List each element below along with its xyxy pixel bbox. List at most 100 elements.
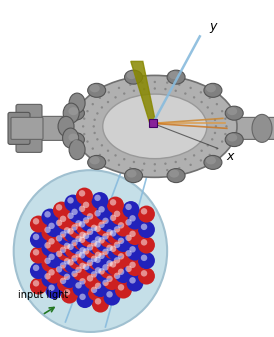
- Circle shape: [111, 208, 128, 225]
- Circle shape: [98, 268, 105, 275]
- Circle shape: [56, 266, 62, 273]
- Circle shape: [99, 215, 116, 232]
- Circle shape: [114, 96, 117, 98]
- FancyBboxPatch shape: [10, 116, 80, 141]
- Circle shape: [79, 221, 85, 227]
- Circle shape: [76, 291, 93, 308]
- Circle shape: [122, 248, 139, 265]
- Circle shape: [57, 244, 74, 261]
- Circle shape: [141, 270, 147, 277]
- Ellipse shape: [169, 71, 179, 79]
- Circle shape: [107, 258, 124, 276]
- Circle shape: [106, 260, 113, 267]
- Circle shape: [30, 262, 47, 279]
- Circle shape: [71, 255, 78, 262]
- Circle shape: [53, 217, 70, 234]
- Ellipse shape: [73, 75, 237, 177]
- Circle shape: [125, 266, 132, 272]
- Circle shape: [129, 231, 136, 237]
- Circle shape: [141, 224, 147, 230]
- Circle shape: [141, 255, 147, 261]
- Circle shape: [83, 202, 89, 208]
- Circle shape: [80, 246, 97, 263]
- Circle shape: [91, 271, 97, 278]
- Circle shape: [138, 237, 155, 253]
- Circle shape: [76, 250, 93, 267]
- Ellipse shape: [69, 140, 85, 160]
- Circle shape: [93, 125, 95, 128]
- Ellipse shape: [58, 116, 74, 136]
- Circle shape: [102, 264, 109, 271]
- Circle shape: [122, 263, 139, 280]
- FancyBboxPatch shape: [11, 117, 43, 140]
- Circle shape: [72, 280, 89, 297]
- Circle shape: [98, 222, 105, 228]
- Circle shape: [141, 239, 147, 246]
- Circle shape: [80, 199, 97, 216]
- Circle shape: [92, 265, 109, 282]
- Ellipse shape: [167, 70, 185, 84]
- Circle shape: [79, 206, 85, 212]
- Circle shape: [95, 298, 101, 305]
- Circle shape: [141, 169, 144, 171]
- Circle shape: [79, 294, 86, 300]
- Ellipse shape: [68, 107, 78, 115]
- Circle shape: [103, 273, 120, 290]
- Circle shape: [76, 203, 93, 220]
- Ellipse shape: [225, 132, 243, 147]
- Circle shape: [143, 162, 145, 165]
- Text: x: x: [226, 150, 233, 163]
- Circle shape: [79, 252, 85, 258]
- Circle shape: [56, 220, 62, 226]
- Circle shape: [68, 268, 85, 285]
- Circle shape: [118, 269, 124, 275]
- Circle shape: [110, 215, 116, 221]
- Circle shape: [83, 133, 85, 135]
- Circle shape: [125, 250, 132, 256]
- Circle shape: [95, 267, 101, 274]
- Circle shape: [33, 249, 39, 255]
- Circle shape: [193, 154, 195, 157]
- Circle shape: [41, 255, 58, 272]
- Circle shape: [200, 101, 203, 103]
- Circle shape: [110, 230, 116, 237]
- Circle shape: [126, 259, 143, 276]
- Circle shape: [92, 254, 109, 271]
- Circle shape: [75, 282, 82, 288]
- Circle shape: [92, 192, 109, 209]
- Circle shape: [44, 242, 51, 249]
- Circle shape: [101, 106, 103, 109]
- Circle shape: [129, 215, 136, 221]
- Circle shape: [60, 216, 66, 222]
- Circle shape: [71, 271, 78, 277]
- Circle shape: [216, 147, 218, 150]
- FancyBboxPatch shape: [16, 104, 42, 152]
- Circle shape: [60, 262, 66, 269]
- Circle shape: [33, 234, 39, 240]
- Circle shape: [138, 252, 155, 269]
- Circle shape: [76, 219, 93, 236]
- Ellipse shape: [62, 128, 79, 148]
- Circle shape: [129, 262, 136, 268]
- Circle shape: [64, 243, 70, 249]
- Circle shape: [111, 223, 128, 241]
- Circle shape: [75, 220, 82, 226]
- Circle shape: [106, 229, 113, 236]
- Circle shape: [57, 228, 74, 246]
- Ellipse shape: [227, 107, 237, 115]
- Circle shape: [103, 242, 120, 259]
- Circle shape: [108, 159, 110, 162]
- Ellipse shape: [206, 84, 216, 92]
- Ellipse shape: [167, 168, 185, 183]
- Circle shape: [48, 238, 55, 245]
- Circle shape: [133, 161, 135, 163]
- Circle shape: [106, 276, 113, 282]
- Circle shape: [83, 233, 89, 239]
- Circle shape: [45, 267, 62, 283]
- Circle shape: [125, 235, 132, 241]
- Circle shape: [91, 286, 97, 293]
- Circle shape: [76, 276, 93, 293]
- Circle shape: [83, 217, 89, 223]
- Circle shape: [80, 261, 97, 278]
- Circle shape: [118, 238, 124, 244]
